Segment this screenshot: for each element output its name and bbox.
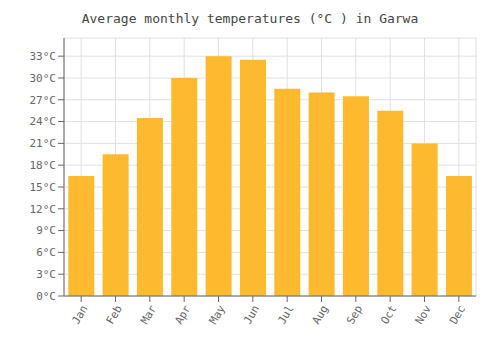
svg-text:Aug: Aug	[310, 303, 331, 327]
svg-text:6°C: 6°C	[36, 246, 56, 259]
html-text:Average monthly temperatures (: Average monthly temperatures (°C ) in Ga…	[81, 11, 419, 26]
svg-text:Oct: Oct	[378, 303, 399, 327]
svg-text:30°C: 30°C	[30, 72, 57, 85]
svg-text:Jun: Jun	[241, 303, 262, 327]
svg-text:3°C: 3°C	[36, 268, 56, 281]
svg-text:15°C: 15°C	[30, 181, 57, 194]
svg-text:May: May	[207, 303, 228, 327]
svg-text:21°C: 21°C	[30, 137, 57, 150]
svg-text:27°C: 27°C	[30, 94, 57, 107]
svg-text:Feb: Feb	[104, 303, 125, 327]
svg-text:12°C: 12°C	[30, 203, 57, 216]
svg-text:Apr: Apr	[172, 303, 193, 327]
svg-text:33°C: 33°C	[30, 50, 57, 63]
svg-text:Jul: Jul	[275, 303, 296, 327]
svg-text:Mar: Mar	[138, 303, 159, 327]
svg-text:9°C: 9°C	[36, 224, 56, 237]
svg-text:0°C: 0°C	[36, 290, 56, 303]
svg-text:Sep: Sep	[344, 303, 365, 327]
svg-text:18°C: 18°C	[30, 159, 57, 172]
svg-text:Jan: Jan	[69, 303, 90, 327]
svg-text:24°C: 24°C	[30, 115, 57, 128]
svg-text:Dec: Dec	[447, 303, 468, 327]
svg-text:Nov: Nov	[413, 303, 434, 327]
